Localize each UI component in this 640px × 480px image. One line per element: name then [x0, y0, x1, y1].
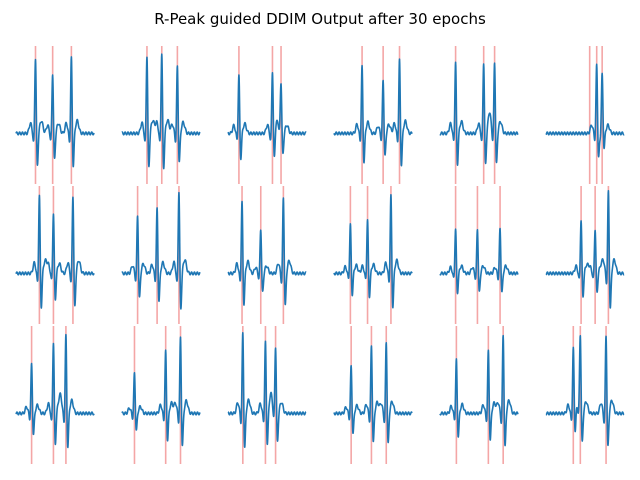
- ecg-subplot-10: [333, 186, 413, 324]
- ecg-trace: [227, 71, 307, 161]
- ecg-subplot-13: [15, 326, 95, 464]
- ecg-trace: [121, 53, 201, 170]
- ecg-trace: [227, 332, 307, 448]
- ecg-subplot-6: [545, 46, 625, 184]
- ecg-subplot-17: [439, 326, 519, 464]
- ecg-subplot-14: [121, 326, 201, 464]
- ecg-trace: [121, 191, 201, 310]
- ecg-trace: [545, 63, 625, 158]
- ecg-subplot-8: [121, 186, 201, 324]
- ecg-trace: [333, 58, 413, 167]
- ecg-trace: [121, 336, 201, 447]
- ecg-subplot-3: [227, 46, 307, 184]
- subplot-grid: [15, 46, 625, 464]
- ecg-trace: [333, 193, 413, 309]
- ecg-subplot-1: [15, 46, 95, 184]
- ecg-subplot-12: [545, 186, 625, 324]
- ecg-trace: [545, 189, 625, 309]
- ecg-trace: [227, 197, 307, 306]
- ecg-trace: [333, 341, 413, 444]
- ecg-subplot-16: [333, 326, 413, 464]
- ecg-subplot-11: [439, 186, 519, 324]
- ecg-subplot-18: [545, 326, 625, 464]
- ecg-subplot-15: [227, 326, 307, 464]
- ecg-subplot-9: [227, 186, 307, 324]
- figure-title: R-Peak guided DDIM Output after 30 epoch…: [154, 10, 486, 28]
- ecg-trace: [15, 56, 95, 168]
- ecg-trace: [439, 334, 519, 447]
- ecg-trace: [15, 194, 95, 309]
- ecg-subplot-5: [439, 46, 519, 184]
- ecg-trace: [439, 61, 519, 166]
- ecg-subplot-7: [15, 186, 95, 324]
- ecg-trace: [545, 334, 625, 447]
- ecg-trace: [439, 227, 519, 295]
- ecg-trace: [15, 333, 95, 449]
- ecg-subplot-4: [333, 46, 413, 184]
- ecg-subplot-2: [121, 46, 201, 184]
